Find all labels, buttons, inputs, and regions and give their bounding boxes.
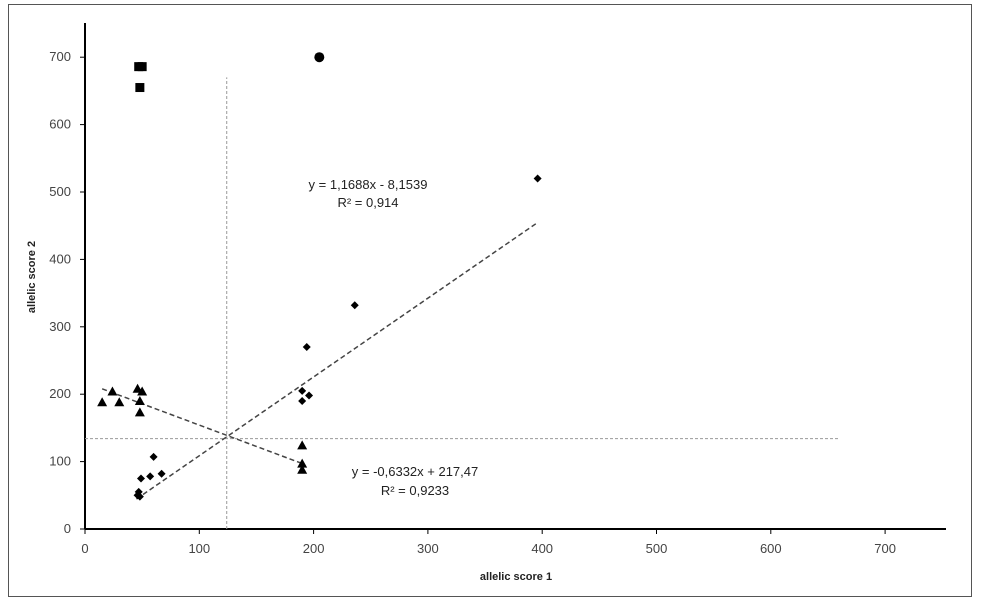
trendline-2-r2: R² = 0,9233 xyxy=(381,483,449,498)
y-tick-label: 500 xyxy=(49,184,71,199)
triangle-point xyxy=(134,407,145,417)
triangle-point xyxy=(297,464,308,474)
diamond-point xyxy=(135,492,144,501)
diamond-point xyxy=(149,452,158,461)
axes: 0 100 200 300 400 500 600 700 0 100 200 300 400 500 60… xyxy=(49,23,946,556)
trendline-1 xyxy=(136,221,539,500)
x-tick-label: 500 xyxy=(646,541,668,556)
trendline-2 xyxy=(101,388,303,465)
diamond-point xyxy=(137,474,146,483)
diamond-point xyxy=(302,343,311,352)
y-tick-label: 200 xyxy=(49,386,71,401)
y-tick-label: 400 xyxy=(49,251,71,266)
chart-frame: 0 100 200 300 400 500 600 700 0 100 200 300 400 500 60… xyxy=(8,4,972,597)
y-tick-label: 0 xyxy=(64,521,71,536)
trend-lines xyxy=(101,221,539,500)
trendline-2-equation: y = -0,6332x + 217,47 xyxy=(352,464,478,479)
scatter-chart: 0 100 200 300 400 500 600 700 0 100 200 300 400 500 60… xyxy=(26,23,946,583)
triangle-point xyxy=(97,397,108,407)
trendline-1-equation: y = 1,1688x - 8,1539 xyxy=(309,177,428,192)
square-point xyxy=(137,62,147,72)
y-tick-label: 600 xyxy=(49,117,71,132)
y-tick-label: 300 xyxy=(49,319,71,334)
diamond-point xyxy=(350,301,359,310)
triangle-point xyxy=(137,386,148,396)
x-tick-label: 700 xyxy=(874,541,896,556)
triangle-point xyxy=(107,386,118,396)
x-tick-label: 200 xyxy=(303,541,325,556)
diamond-point xyxy=(533,174,542,183)
chart-labels: allelic score 1 allelic score 2 y = 1,16… xyxy=(26,177,552,583)
square-point xyxy=(135,83,145,93)
triangle-point xyxy=(297,458,308,468)
diamond-point xyxy=(298,386,307,395)
diamond-point xyxy=(146,472,155,481)
x-axis-label: allelic score 1 xyxy=(480,571,552,583)
diamond-point xyxy=(305,391,314,400)
x-tick-label: 300 xyxy=(417,541,439,556)
x-tick-label: 100 xyxy=(188,541,210,556)
trendline-1-r2: R² = 0,914 xyxy=(337,195,398,210)
diamond-point xyxy=(298,396,307,405)
x-tick-label: 600 xyxy=(760,541,782,556)
triangle-point xyxy=(297,440,308,450)
y-axis-label: allelic score 2 xyxy=(26,241,38,313)
reference-lines xyxy=(85,77,840,529)
x-tick-label: 400 xyxy=(531,541,553,556)
diamond-point xyxy=(157,469,166,478)
triangle-point xyxy=(134,395,145,405)
data-points xyxy=(97,52,542,501)
x-tick-label: 0 xyxy=(81,541,88,556)
y-tick-label: 700 xyxy=(49,49,71,64)
y-tick-label: 100 xyxy=(49,454,71,469)
triangle-point xyxy=(114,397,125,407)
circle-point xyxy=(314,52,325,63)
